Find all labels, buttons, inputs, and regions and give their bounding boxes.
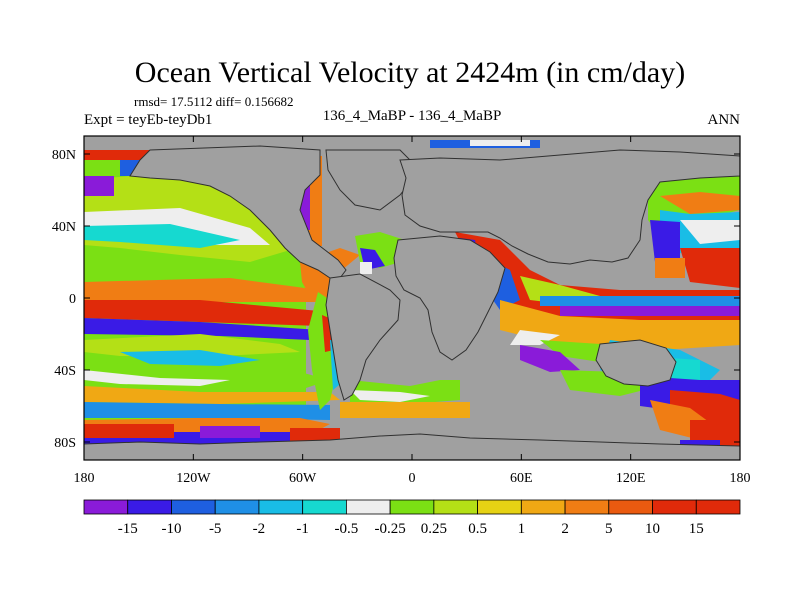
x-tick-label: 120E	[616, 471, 646, 486]
y-tick-label: 0	[69, 292, 76, 307]
y-tick-label: 40S	[54, 364, 76, 379]
colorbar-swatch	[171, 499, 216, 515]
north-america	[129, 145, 347, 279]
colorbar-label: -0.5	[335, 521, 359, 537]
colorbar-label: 0.5	[468, 521, 487, 537]
south-america	[325, 273, 401, 401]
map-plot-area	[84, 136, 740, 460]
colorbar: -15 -10 -5 -2 -1 -0.5 -0.25 0.25 0.5 1 2 5 10 15	[83, 499, 741, 537]
x-tick-label: 60W	[289, 471, 317, 486]
greenland	[325, 149, 421, 211]
case-label: 136_4_MaBP - 136_4_MaBP	[323, 108, 502, 124]
colorbar-swatch	[608, 499, 653, 515]
colorbar-swatch	[564, 499, 610, 515]
colorbar-swatch	[127, 499, 172, 515]
antarctica	[84, 433, 740, 460]
colorbar-swatch	[83, 499, 129, 515]
x-tick-label: 180	[74, 471, 95, 486]
colorbar-label: -10	[161, 521, 181, 537]
colorbar-swatch	[477, 499, 522, 515]
africa	[393, 235, 506, 361]
australia	[595, 339, 677, 387]
colorbar-swatch	[214, 499, 260, 515]
colorbar-swatch	[345, 499, 391, 515]
colorbar-label: 15	[689, 521, 704, 537]
season-label: ANN	[708, 112, 741, 128]
continents	[84, 145, 740, 460]
colorbar-label: -1	[296, 521, 309, 537]
y-axis: 80N 40N 0 40S 80S	[52, 148, 740, 451]
colorbar-label: -5	[209, 521, 222, 537]
colorbar-label: -15	[118, 521, 138, 537]
x-tick-label: 60E	[510, 471, 533, 486]
colorbar-label: 10	[645, 521, 660, 537]
y-tick-label: 80S	[54, 436, 76, 451]
stats-line: rmsd= 17.5112 diff= 0.156682	[134, 94, 293, 109]
colorbar-swatch	[652, 499, 697, 515]
colorbar-label: -2	[253, 521, 266, 537]
y-tick-label: 40N	[52, 220, 76, 235]
y-tick-label: 80N	[52, 148, 76, 163]
colorbar-label: 1	[518, 521, 526, 537]
colorbar-swatch	[389, 499, 435, 515]
x-tick-label: 120W	[176, 471, 211, 486]
x-tick-label: 180	[730, 471, 751, 486]
colorbar-swatch	[433, 499, 479, 515]
colorbar-label: 2	[561, 521, 569, 537]
x-tick-label: 0	[409, 471, 416, 486]
colorbar-label: 0.25	[421, 521, 447, 537]
x-axis: 180 120W 60W 0 60E 120E 180	[74, 136, 751, 486]
colorbar-swatch	[520, 499, 566, 515]
experiment-label: Expt = teyEb-teyDb1	[84, 112, 212, 128]
colorbar-swatch	[695, 499, 741, 515]
eurasia	[399, 149, 740, 265]
colorbar-label: 5	[605, 521, 613, 537]
colorbar-swatch	[258, 499, 304, 515]
colorbar-label: -0.25	[375, 521, 406, 537]
chart-title: Ocean Vertical Velocity at 2424m (in cm/…	[135, 56, 685, 89]
colorbar-swatch	[302, 499, 347, 515]
